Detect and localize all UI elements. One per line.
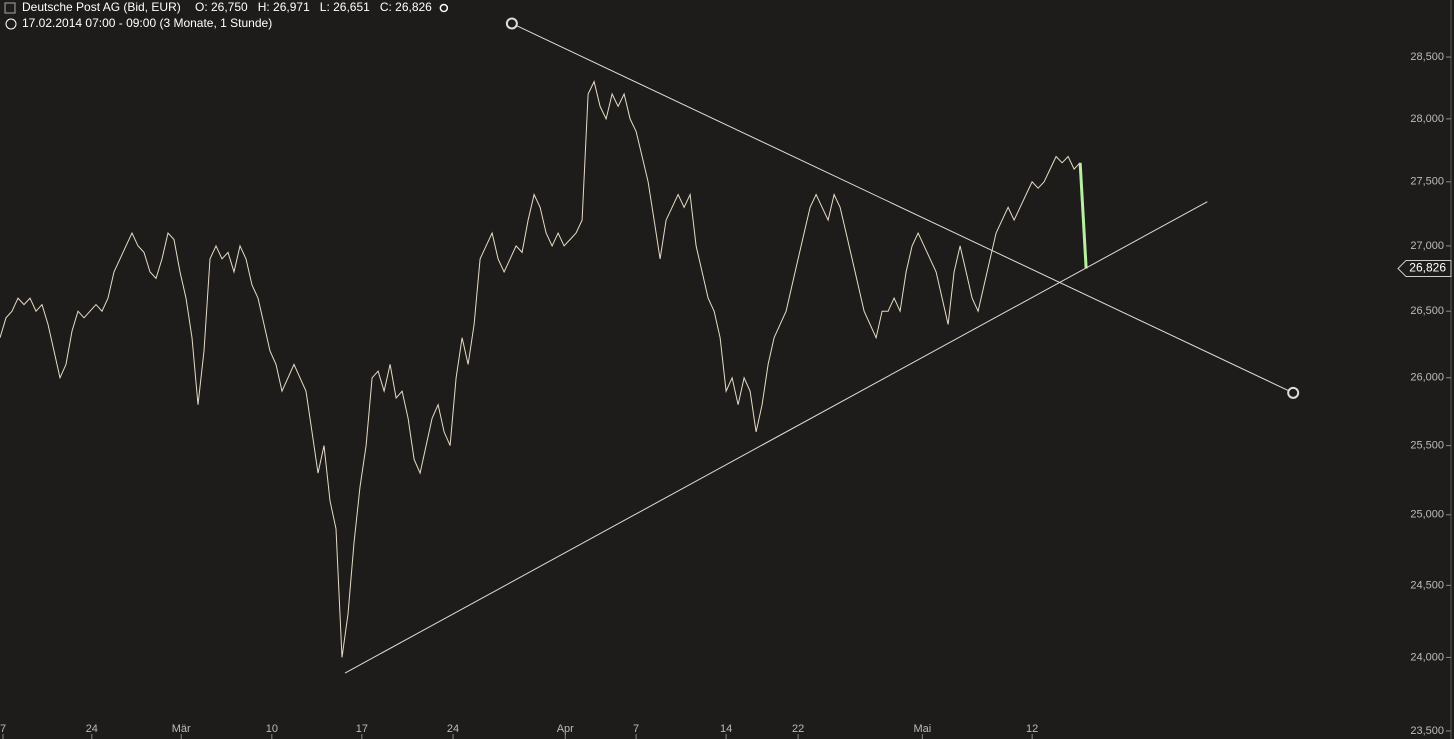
x-tick-label: 7 (0, 723, 6, 735)
y-tick-label: 28,500 (1410, 51, 1444, 63)
ohlc-label: C: 26,826 (380, 0, 432, 14)
x-tick-label: Apr (557, 723, 574, 735)
chart-title: Deutsche Post AG (Bid, EUR) (22, 0, 181, 14)
y-tick-label: 25,500 (1410, 440, 1444, 452)
y-tick-label: 25,000 (1410, 509, 1444, 521)
y-tick-label: 27,000 (1410, 240, 1444, 252)
y-tick-label: 26,500 (1410, 305, 1444, 317)
x-tick-label: 22 (792, 723, 804, 735)
y-tick-label: 24,500 (1410, 579, 1444, 591)
trendline-handle (505, 17, 518, 30)
y-tick-label: 23,500 (1410, 725, 1444, 737)
clock-icon (5, 18, 17, 30)
y-tick-label: 27,500 (1410, 176, 1444, 188)
x-tick-label: 14 (720, 723, 732, 735)
y-tick-label: 26,000 (1410, 372, 1444, 384)
chart-subtitle: 17.02.2014 07:00 - 09:00 (3 Monate, 1 St… (22, 16, 272, 30)
x-tick-label: Mai (913, 723, 931, 735)
x-tick-label: 17 (356, 723, 368, 735)
y-tick-label: 28,000 (1410, 113, 1444, 125)
trendline (511, 23, 1294, 394)
x-tick-label: 7 (633, 723, 639, 735)
ohlc-label: O: 26,750 (195, 0, 248, 14)
last-price-label: 26,826 (1409, 261, 1446, 275)
last-price-tag (1397, 260, 1452, 278)
trendline-handle (1287, 386, 1300, 399)
ohlc-label: L: 26,651 (320, 0, 370, 14)
last-bar (1078, 162, 1088, 269)
ohlc-label: H: 26,971 (258, 0, 310, 14)
x-tick-label: 10 (266, 723, 278, 735)
price-line (0, 80, 1081, 658)
x-tick-label: 24 (86, 723, 98, 735)
x-tick-label: 12 (1026, 723, 1038, 735)
x-tick-label: Mär (172, 723, 191, 735)
y-tick-label: 24,000 (1410, 651, 1444, 663)
chart-icon (4, 2, 16, 14)
x-tick-label: 24 (447, 723, 459, 735)
trendline (344, 201, 1208, 674)
settings-icon (439, 3, 449, 13)
